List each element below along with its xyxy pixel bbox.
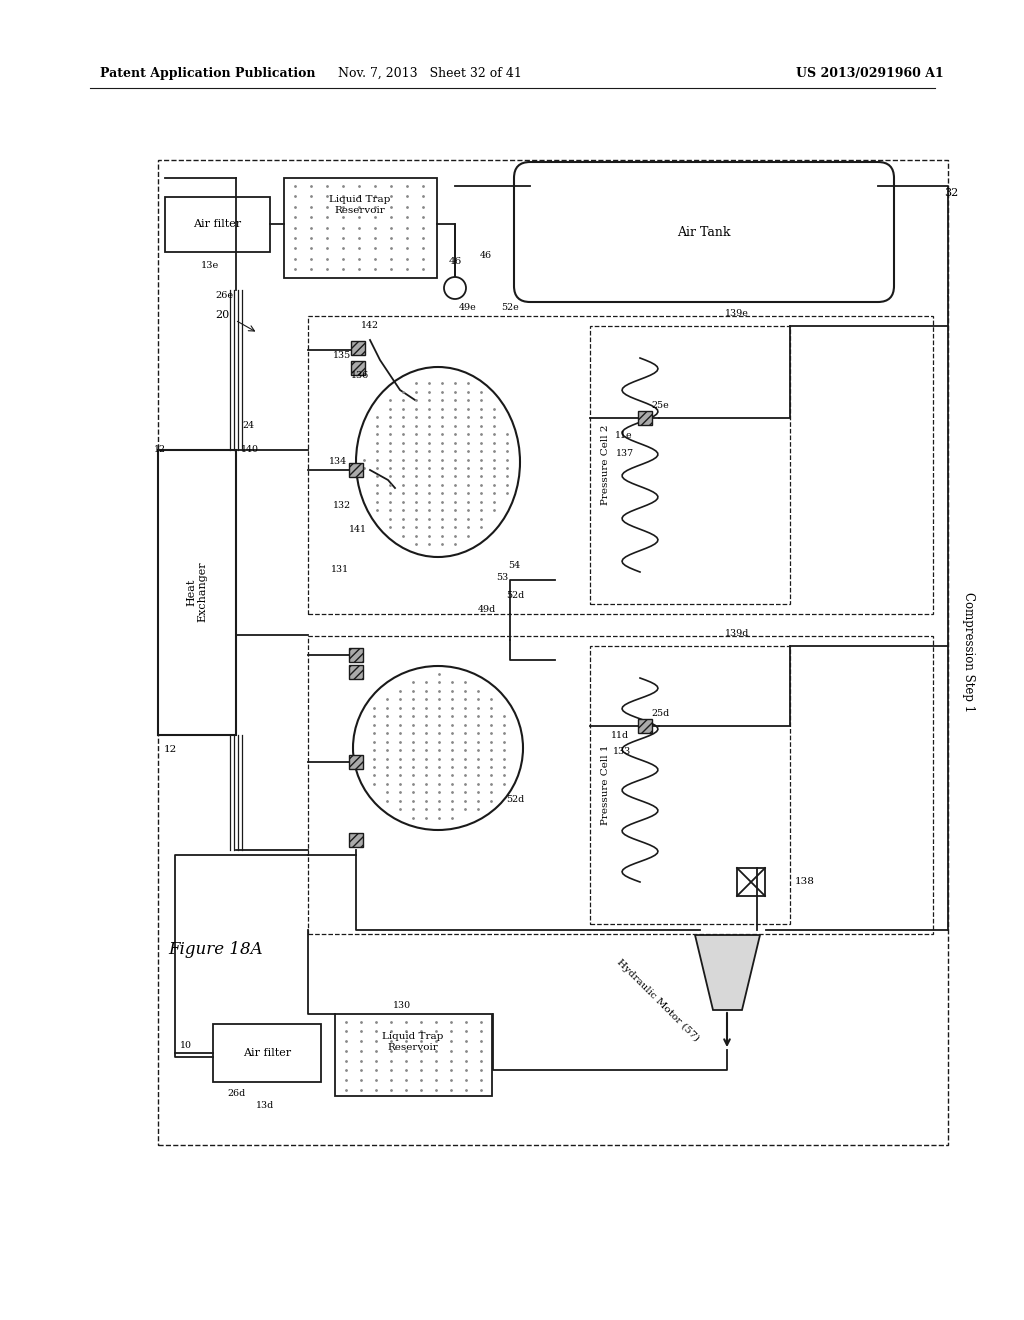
Bar bbox=[349, 755, 362, 770]
Bar bbox=[308, 636, 933, 935]
Text: 13e: 13e bbox=[201, 261, 219, 271]
Text: 52e: 52e bbox=[501, 304, 519, 313]
Text: Hydraulic Motor (57): Hydraulic Motor (57) bbox=[615, 957, 700, 1043]
Text: 25d: 25d bbox=[651, 710, 669, 718]
Text: Figure 18A: Figure 18A bbox=[168, 941, 262, 958]
Text: 26e: 26e bbox=[215, 292, 233, 301]
Text: Pressure Cell 2: Pressure Cell 2 bbox=[600, 425, 609, 506]
Text: 139d: 139d bbox=[725, 630, 750, 639]
Text: 137: 137 bbox=[616, 450, 634, 458]
Bar bbox=[737, 869, 765, 896]
Ellipse shape bbox=[353, 667, 523, 830]
Text: Air filter: Air filter bbox=[243, 1048, 291, 1059]
Text: 139e: 139e bbox=[725, 309, 749, 318]
Text: Heat
Exchanger: Heat Exchanger bbox=[186, 562, 208, 622]
Bar bbox=[349, 648, 362, 663]
Bar bbox=[284, 178, 437, 279]
Bar bbox=[213, 1024, 321, 1082]
Bar bbox=[349, 665, 362, 678]
Text: 133: 133 bbox=[613, 747, 631, 756]
Text: Liquid Trap
Reservoir: Liquid Trap Reservoir bbox=[382, 1032, 443, 1052]
Bar bbox=[158, 160, 948, 1144]
Bar bbox=[308, 315, 933, 614]
Text: 12: 12 bbox=[154, 446, 166, 454]
Text: 49e: 49e bbox=[459, 302, 477, 312]
Bar bbox=[165, 197, 270, 252]
Text: Air filter: Air filter bbox=[193, 219, 241, 228]
Text: 46: 46 bbox=[480, 251, 493, 260]
Text: 20: 20 bbox=[215, 310, 229, 319]
Text: Nov. 7, 2013   Sheet 32 of 41: Nov. 7, 2013 Sheet 32 of 41 bbox=[338, 66, 522, 79]
Text: US 2013/0291960 A1: US 2013/0291960 A1 bbox=[796, 66, 944, 79]
Bar bbox=[158, 450, 236, 735]
Text: 32: 32 bbox=[944, 187, 958, 198]
Bar bbox=[351, 360, 365, 375]
Text: 53: 53 bbox=[496, 573, 508, 582]
Text: 132: 132 bbox=[333, 500, 351, 510]
Bar bbox=[638, 411, 652, 425]
Text: 54: 54 bbox=[508, 561, 520, 569]
Text: 131: 131 bbox=[331, 565, 349, 574]
Text: Air Tank: Air Tank bbox=[677, 226, 731, 239]
Bar bbox=[349, 463, 362, 477]
Circle shape bbox=[444, 277, 466, 300]
Text: 26d: 26d bbox=[228, 1089, 246, 1097]
FancyBboxPatch shape bbox=[514, 162, 894, 302]
Text: 134: 134 bbox=[329, 458, 347, 466]
Text: 49d: 49d bbox=[478, 606, 496, 615]
Text: Patent Application Publication: Patent Application Publication bbox=[100, 66, 315, 79]
Bar bbox=[351, 341, 365, 355]
Text: Pressure Cell 1: Pressure Cell 1 bbox=[600, 744, 609, 825]
Text: 46: 46 bbox=[449, 257, 462, 267]
Text: 136: 136 bbox=[351, 371, 369, 380]
Text: 138: 138 bbox=[795, 878, 815, 887]
Text: 52d: 52d bbox=[506, 591, 524, 601]
Bar bbox=[335, 1014, 492, 1096]
Text: 135: 135 bbox=[333, 351, 351, 360]
Ellipse shape bbox=[356, 367, 520, 557]
Text: 11d: 11d bbox=[611, 730, 629, 739]
Bar bbox=[590, 326, 790, 605]
Text: 142: 142 bbox=[361, 321, 379, 330]
Text: 10: 10 bbox=[180, 1040, 193, 1049]
Text: Liquid Trap
Reservoir: Liquid Trap Reservoir bbox=[330, 195, 391, 215]
Text: 13d: 13d bbox=[256, 1101, 274, 1110]
Text: 11e: 11e bbox=[615, 432, 633, 441]
Polygon shape bbox=[695, 935, 760, 1010]
Text: 24: 24 bbox=[242, 421, 254, 429]
Bar bbox=[349, 833, 362, 847]
Bar bbox=[590, 645, 790, 924]
Text: 130: 130 bbox=[393, 1002, 411, 1011]
Text: 141: 141 bbox=[349, 525, 367, 535]
Bar bbox=[638, 719, 652, 733]
Text: 140: 140 bbox=[241, 446, 259, 454]
Text: 12: 12 bbox=[164, 746, 176, 755]
Text: 52d: 52d bbox=[506, 796, 524, 804]
Text: Compression Step 1: Compression Step 1 bbox=[962, 591, 975, 711]
Text: 25e: 25e bbox=[651, 400, 669, 409]
